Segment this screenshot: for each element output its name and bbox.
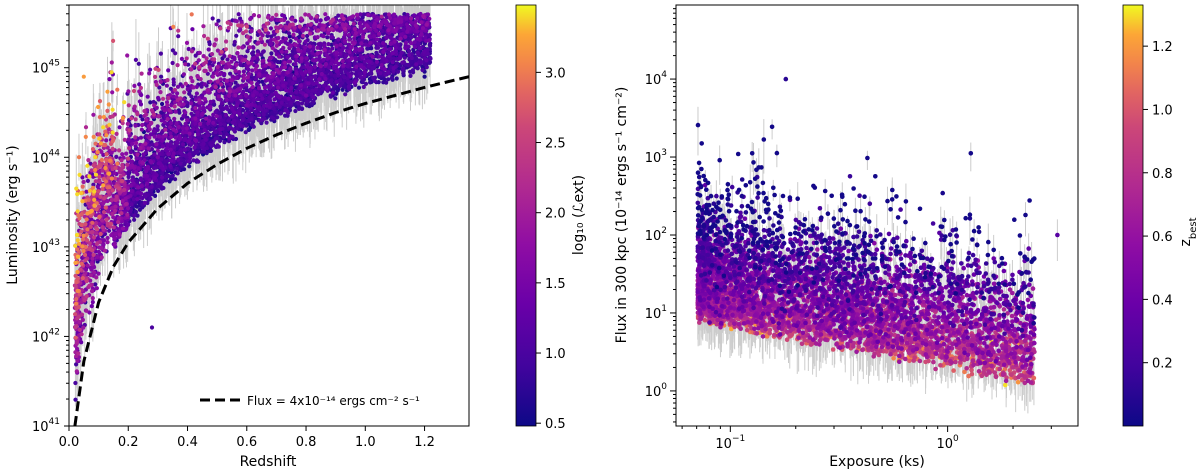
scatter-point — [133, 209, 138, 215]
scatter-point — [408, 73, 413, 78]
scatter-point — [168, 86, 173, 91]
scatter-point — [264, 120, 269, 125]
scatter-point — [304, 99, 309, 104]
scatter-point — [286, 31, 291, 36]
scatter-point — [216, 18, 221, 23]
scatter-point — [373, 53, 379, 59]
scatter-point — [170, 48, 175, 53]
scatter-point — [160, 101, 165, 107]
scatter-point — [138, 114, 143, 119]
scatter-point — [210, 16, 215, 21]
scatter-point — [328, 93, 333, 98]
scatter-point — [411, 70, 416, 75]
scatter-point — [422, 74, 427, 79]
scatter-point — [159, 74, 164, 79]
scatter-point — [258, 101, 263, 106]
scatter-point — [428, 43, 433, 49]
scatter-point — [174, 166, 179, 171]
scatter-point — [299, 101, 305, 106]
scatter-point — [356, 85, 362, 90]
scatter-point — [415, 66, 420, 71]
scatter-point — [159, 110, 164, 115]
scatter-point — [402, 12, 407, 17]
scatter-point — [325, 69, 330, 75]
scatter-point — [340, 87, 345, 92]
scatter-point — [176, 34, 181, 39]
scatter-point — [239, 101, 245, 106]
scatter-point — [305, 33, 310, 39]
scatter-point — [394, 76, 399, 81]
scatter-point — [333, 96, 338, 101]
scatter-point — [136, 61, 141, 66]
scatter-point — [73, 380, 78, 386]
scatter-point — [157, 85, 162, 90]
scatter-point — [278, 110, 283, 116]
scatter-point — [372, 78, 377, 83]
scatter-point — [222, 140, 227, 145]
scatter-point — [148, 100, 153, 105]
scatter-point — [269, 51, 274, 56]
scatter-point — [218, 138, 223, 143]
scatter-point — [389, 76, 394, 81]
scatter-point — [288, 39, 293, 44]
scatter-point — [173, 177, 178, 182]
scatter-point — [398, 63, 403, 68]
scatter-point — [406, 62, 411, 68]
left-panel: 0.0 0.2 0.4 0.6 0.8 1.0 1.2 104110421043104410… — [5, 4, 587, 470]
scatter-point — [73, 397, 78, 402]
scatter-point — [368, 80, 373, 85]
scatter-point — [336, 13, 341, 18]
scatter-point — [163, 178, 169, 183]
scatter-point — [135, 213, 140, 218]
scatter-point — [414, 56, 419, 61]
scatter-point — [166, 174, 171, 179]
scatter-point — [74, 362, 79, 367]
scatter-point — [207, 42, 212, 47]
scatter-point — [386, 77, 391, 82]
scatter-point — [206, 125, 211, 130]
scatter-point — [428, 56, 433, 61]
scatter-point — [175, 171, 180, 176]
scatter-point — [244, 88, 249, 93]
scatter-point — [93, 282, 98, 287]
scatter-point — [251, 124, 256, 129]
scatter-point — [293, 108, 298, 114]
scatter-point — [221, 134, 226, 140]
scatter-point — [132, 217, 137, 222]
scatter-point — [287, 34, 292, 39]
scatter-point — [325, 35, 330, 40]
scatter-point — [158, 184, 163, 189]
scatter-point — [401, 71, 406, 76]
scatter-point — [243, 130, 248, 135]
scatter-point — [158, 51, 163, 56]
scatter-point — [296, 106, 302, 111]
scatter-point — [250, 51, 255, 56]
left-scatter-points — [72, 5, 433, 408]
scatter-point — [234, 33, 239, 38]
scatter-point — [395, 69, 401, 74]
scatter-point — [187, 164, 192, 169]
scatter-point — [209, 148, 214, 153]
scatter-point — [156, 188, 161, 193]
scatter-point — [177, 110, 182, 115]
scatter-point — [195, 149, 200, 154]
scatter-point — [245, 49, 250, 54]
scatter-point — [363, 81, 369, 86]
scatter-point — [424, 65, 429, 70]
scatter-point — [420, 67, 425, 73]
scatter-point — [384, 80, 389, 85]
scatter-point — [244, 123, 249, 128]
scatter-point — [307, 104, 312, 109]
scatter-point — [311, 99, 316, 104]
scatter-point — [169, 174, 174, 179]
scatter-point — [140, 117, 145, 122]
scatter-point — [374, 50, 379, 55]
scatter-point — [365, 46, 370, 51]
scatter-point — [149, 325, 155, 330]
scatter-point — [228, 71, 233, 76]
scatter-point — [246, 127, 251, 132]
scatter-point — [233, 80, 238, 85]
